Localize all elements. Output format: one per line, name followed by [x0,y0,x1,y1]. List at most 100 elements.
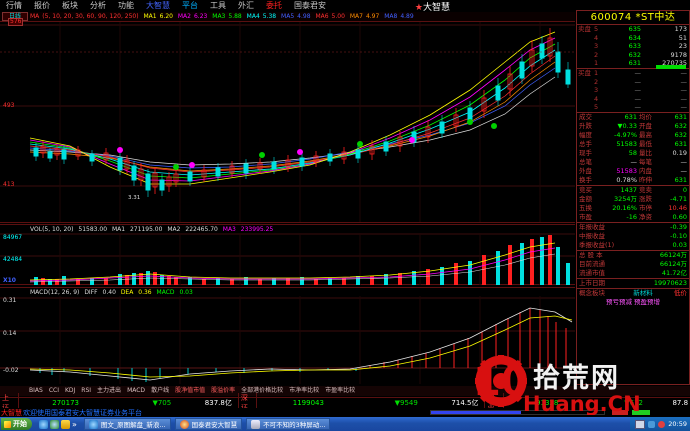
ma-legend-title: MA [30,13,40,20]
menu-item-analysis[interactable]: 分析 [90,1,106,10]
capital-key-mktcap: 流通市值 [579,268,605,277]
kaxis-label-top: 576 [8,18,24,26]
tab-pb-compare[interactable]: 市净率比较 [289,387,320,394]
save-disk-icon[interactable] [61,419,70,429]
bid-index-5: 5 [594,103,599,112]
stat-val-inner: — [680,166,688,175]
document-window-icon [251,419,261,429]
menu-item-trade[interactable]: 委托 [266,1,282,10]
earnings-key-interim: 中报收益 [579,231,605,240]
volume-ma3-label: MA3 [222,226,236,233]
capital-key-float: 目前流通 [579,259,605,268]
menu-item-sector[interactable]: 板块 [62,1,78,10]
bid-index-3: 3 [594,86,599,95]
ma8-value: 4.89 [400,13,414,20]
volume-ma1-value: 271195.00 [129,226,163,233]
kline-chart-panel[interactable]: 576 493 413 3.31 [0,18,575,223]
ask-price-3: 633 [628,42,641,51]
start-button[interactable]: 开始 [1,418,32,430]
menu-item-quotes[interactable]: 行情 [6,1,22,10]
tray-volume-icon[interactable] [648,420,656,428]
concept-tag-lowprice[interactable]: 低价 [674,288,687,297]
tab-all-hk-price-compare[interactable]: 全部港价格比较 [241,387,284,394]
index-amount-sse: 837.8亿 [204,399,232,407]
volume-axis-mid: 42484 [3,256,23,263]
bid-row: 5 — — [577,103,689,112]
ask-row: 1 631 270735 [577,59,689,68]
menu-item-guotai[interactable]: 国泰君安 [294,1,326,10]
dazhihui-app-icon [179,419,189,429]
menu-item-function[interactable]: 功能 [118,1,134,10]
tab-net-value-mktcap[interactable]: 股净值市值 [175,387,206,394]
tab-rsi[interactable]: RSI [81,387,92,394]
tab-pe-compare[interactable]: 市盈率比较 [325,387,356,394]
capital-section: 总 股 本 66124万 目前流通 66124万 流通市值 41.72亿 [577,251,689,279]
stock-name: *ST中达 [635,12,676,23]
stat2-val-limit: 10.46 [668,203,687,212]
bid-price-2: — [634,77,642,86]
chevron-right-icon[interactable]: » [72,419,77,429]
index-amount-chinext: 87.8 [672,399,689,407]
taskbar-item-dazhihui-label: 国泰君安大智慧 [191,421,238,429]
bid-label: 买盘 [578,68,591,77]
stat-val-pct: -4.97% [614,130,637,139]
tray-network-icon[interactable] [635,419,646,429]
concept-tag-material[interactable]: 新材料 [633,288,653,297]
volume-plot [0,233,575,285]
stat2-val-askauc: 0 [682,185,687,194]
volume-ma2-value: 222465.70 [185,226,218,233]
windows-taskbar: 开始 » 图文_原图解盘_新浪... 国泰君安大智慧 不可不知的3种屏动... … [0,417,690,431]
internet-explorer-icon[interactable] [39,419,48,429]
ma5-name: MA5 [281,13,295,20]
macd-dea-value: 0.36 [138,289,152,296]
menu-item-tools[interactable]: 工具 [210,1,226,10]
concept-label: 概念板块 [579,288,605,297]
stat-val-outer: 51583 [616,166,637,175]
taskbar-item-dazhihui[interactable]: 国泰君安大智慧 [174,418,243,430]
taskbar-clock[interactable]: 20:59 [668,420,687,428]
tab-main-force[interactable]: 主力进出 [97,387,122,394]
stat-val-volratio: 0.19 [672,148,687,157]
menu-item-price[interactable]: 报价 [34,1,50,10]
volume-chart-panel[interactable]: VOL(5, 10, 20) 51583.00 MA1 271195.00 MA… [0,224,575,285]
concept-row: 概念板块 新材料 低价 [577,289,689,298]
windows-flag-icon [4,420,11,428]
stat-val-turnover: 0.78% [616,175,637,184]
ma6-name: MA6 [315,13,329,20]
quote-panel: 600074 *ST中达 卖盘 5 635 173 4 634 51 3 633… [576,10,690,385]
menu-bar: 行情 报价 板块 分析 功能 大智慧 平台 工具 外汇 委托 国泰君安 ★大智慧 [0,0,690,13]
tab-cci[interactable]: CCI [48,387,59,394]
macd-chart-panel[interactable]: MACD(12, 26, 9) DIFF 0.40 DEA 0.36 MACD … [0,287,575,385]
macd-diff-value: 0.40 [102,289,116,296]
macd-plot [0,296,575,384]
stat-key-pertick: 每笔 [639,157,652,166]
media-player-icon[interactable] [50,419,59,429]
ma-legend: MA (5, 10, 20, 30, 60, 90, 120, 250) MA1 6… [30,12,417,21]
taskbar-item-browser[interactable]: 图文_原图解盘_新浪... [83,418,171,430]
tab-bias[interactable]: BIAS [29,387,43,394]
ask-row: 2 632 9178 [577,51,689,60]
ask-vol-4: 51 [678,33,687,42]
ma4-value: 5.38 [262,13,277,20]
macd-legend: MACD(12, 26, 9) DIFF 0.40 DEA 0.36 MACD … [30,288,196,297]
tab-premium-rate[interactable]: 股溢价率 [211,387,236,394]
tab-kdj[interactable]: KDJ [64,387,76,394]
concept-section: 概念板块 新材料 低价 预亏预减 预盈预增 [577,289,689,307]
tab-macd[interactable]: MACD [127,387,146,394]
listing-val-date: 19970623 [653,278,687,287]
stat2-val-amount: 3254万 [613,194,637,203]
volume-legend: VOL(5, 10, 20) 51583.00 MA1 271195.00 MA… [30,225,276,234]
volume-ma3-value: 233995.25 [240,226,274,233]
menu-item-forex[interactable]: 外汇 [238,1,254,10]
bid-index-2: 2 [594,77,599,86]
tab-retail-line[interactable]: 散户线 [151,387,170,394]
menu-item-platform[interactable]: 平台 [182,1,198,10]
bid-vol-2: — [680,77,688,86]
menu-item-dazhihui[interactable]: 大智慧 [146,1,170,10]
tray-antivirus-icon[interactable] [658,420,666,428]
stat2-key-fiveturn: 五换 [579,203,592,212]
taskbar-item-document[interactable]: 不可不知的3种屏动... [246,418,331,430]
stat2-key-bidauc: 竞买 [579,185,592,194]
stat-key-ticks: 总笔 [579,157,592,166]
ask-price-1: 631 [628,59,641,68]
